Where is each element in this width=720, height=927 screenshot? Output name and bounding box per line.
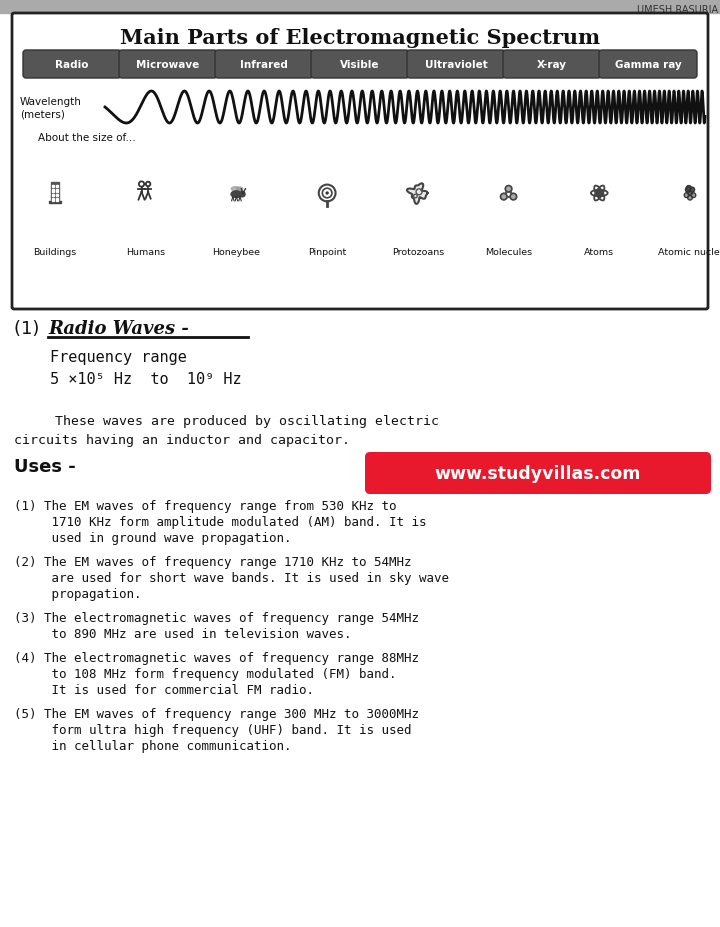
FancyBboxPatch shape [12, 14, 708, 310]
Circle shape [597, 191, 602, 197]
Bar [56, 195, 58, 197]
Text: Humans: Humans [126, 248, 166, 257]
Bar [51, 183, 59, 202]
Circle shape [500, 194, 507, 200]
Bar [0, 0, 720, 14]
FancyBboxPatch shape [407, 51, 505, 79]
Circle shape [688, 196, 693, 201]
Text: About the size of...: About the size of... [38, 133, 135, 143]
Circle shape [684, 194, 689, 198]
Circle shape [510, 194, 517, 200]
Text: Ultraviolet: Ultraviolet [425, 60, 487, 70]
Text: (3) The electromagnetic waves of frequency range 54MHz: (3) The electromagnetic waves of frequen… [14, 611, 419, 624]
Text: These waves are produced by oscillating electric: These waves are produced by oscillating … [55, 414, 439, 427]
FancyBboxPatch shape [503, 51, 601, 79]
Text: Visible: Visible [341, 60, 379, 70]
Text: propagation.: propagation. [14, 588, 142, 601]
Bar [56, 190, 58, 192]
Bar [56, 199, 58, 201]
Text: form ultra high frequency (UHF) band. It is used: form ultra high frequency (UHF) band. It… [14, 723, 412, 736]
Bar [52, 199, 54, 201]
Text: Uses -: Uses - [14, 458, 76, 476]
FancyBboxPatch shape [365, 452, 711, 494]
Bar [52, 190, 54, 192]
Ellipse shape [231, 192, 242, 198]
Text: www.studyvillas.com: www.studyvillas.com [435, 464, 642, 482]
Text: used in ground wave propagation.: used in ground wave propagation. [14, 531, 292, 544]
Text: UMESH RASURIA: UMESH RASURIA [637, 5, 718, 15]
Text: Radio: Radio [55, 60, 89, 70]
Text: Protozoans: Protozoans [392, 248, 444, 257]
Text: Infrared: Infrared [240, 60, 288, 70]
Circle shape [240, 192, 245, 197]
Text: Main Parts of Electromagnetic Spectrum: Main Parts of Electromagnetic Spectrum [120, 28, 600, 48]
Circle shape [690, 188, 695, 193]
Text: 1710 KHz form amplitude modulated (AM) band. It is: 1710 KHz form amplitude modulated (AM) b… [14, 515, 426, 528]
Text: Wavelength
(meters): Wavelength (meters) [20, 97, 82, 120]
Text: X-ray: X-ray [537, 60, 567, 70]
Text: are used for short wave bands. It is used in sky wave: are used for short wave bands. It is use… [14, 571, 449, 584]
Text: Radio Waves -: Radio Waves - [48, 320, 189, 337]
Text: to 108 MHz form frequency modulated (FM) band.: to 108 MHz form frequency modulated (FM)… [14, 667, 397, 680]
Text: circuits having an inductor and capacitor.: circuits having an inductor and capacito… [14, 434, 350, 447]
Text: Honeybee: Honeybee [212, 248, 261, 257]
Circle shape [685, 188, 690, 193]
Ellipse shape [236, 188, 243, 191]
Text: Microwave: Microwave [136, 60, 199, 70]
Polygon shape [407, 184, 428, 205]
FancyBboxPatch shape [215, 51, 313, 79]
FancyBboxPatch shape [23, 51, 121, 79]
Circle shape [505, 186, 512, 193]
Text: (1) The EM waves of frequency range from 530 KHz to: (1) The EM waves of frequency range from… [14, 500, 397, 513]
Ellipse shape [231, 187, 239, 192]
Text: Atoms: Atoms [584, 248, 614, 257]
Text: in cellular phone communication.: in cellular phone communication. [14, 739, 292, 752]
Text: Gamma ray: Gamma ray [615, 60, 681, 70]
Bar [52, 185, 54, 188]
Text: Pinpoint: Pinpoint [308, 248, 346, 257]
Text: (4) The electromagnetic waves of frequency range 88MHz: (4) The electromagnetic waves of frequen… [14, 652, 419, 665]
FancyBboxPatch shape [119, 51, 217, 79]
Text: Buildings: Buildings [33, 248, 76, 257]
Text: 5 ×10⁵ Hz  to  10⁹ Hz: 5 ×10⁵ Hz to 10⁹ Hz [50, 372, 242, 387]
FancyBboxPatch shape [311, 51, 409, 79]
Text: to 890 MHz are used in television waves.: to 890 MHz are used in television waves. [14, 628, 351, 641]
Circle shape [686, 186, 691, 191]
Text: It is used for commercial FM radio.: It is used for commercial FM radio. [14, 683, 314, 696]
Circle shape [688, 191, 693, 197]
Circle shape [691, 194, 696, 198]
Text: Molecules: Molecules [485, 248, 532, 257]
Text: (5) The EM waves of frequency range 300 MHz to 3000MHz: (5) The EM waves of frequency range 300 … [14, 707, 419, 720]
Circle shape [326, 193, 328, 195]
Bar [49, 201, 61, 204]
Text: Frequency range: Frequency range [50, 349, 187, 364]
Bar [52, 195, 54, 197]
FancyBboxPatch shape [599, 51, 697, 79]
Bar [56, 185, 58, 188]
Text: (2) The EM waves of frequency range 1710 KHz to 54MHz: (2) The EM waves of frequency range 1710… [14, 555, 412, 568]
Text: Atomic nuclei: Atomic nuclei [658, 248, 720, 257]
Text: (1): (1) [14, 320, 45, 337]
